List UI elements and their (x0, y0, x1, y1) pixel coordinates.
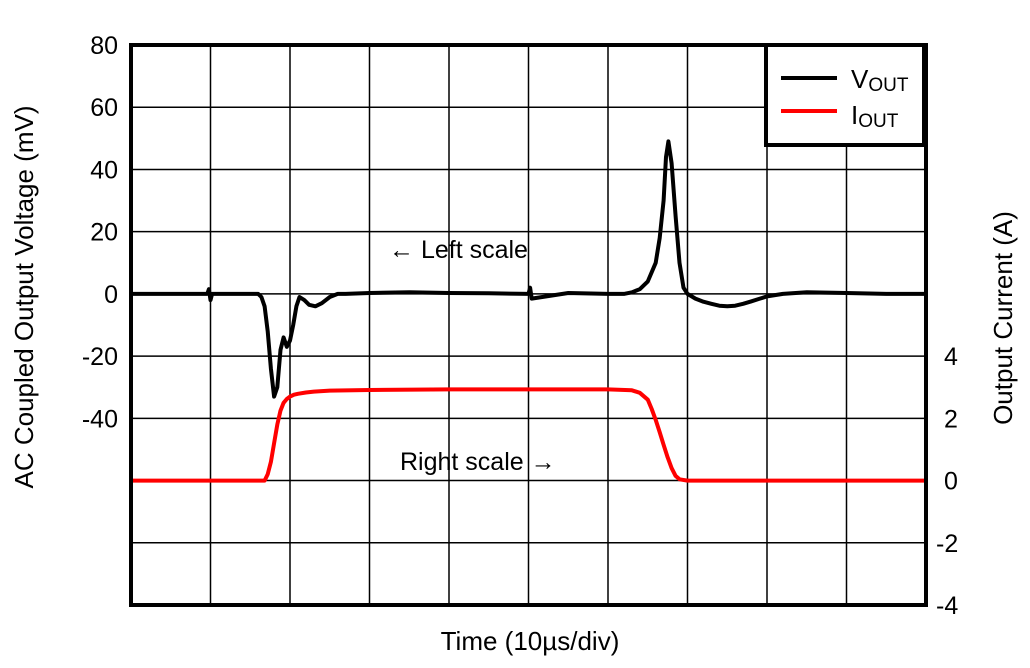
y-axis-left-title: AC Coupled Output Voltage (mV) (9, 106, 39, 489)
trace-iout (129, 387, 928, 483)
right-tick-label: 2 (944, 405, 958, 433)
right-axis-tick-labels: 4 2 0 -2 -4 (936, 343, 958, 620)
trace-vout (129, 139, 928, 399)
legend-box (764, 43, 926, 147)
left-tick-label: 80 (90, 32, 118, 60)
legend-label-vout: VOUT (851, 64, 909, 96)
left-tick-label: 20 (90, 219, 118, 247)
right-tick-label: -2 (936, 530, 958, 558)
data-traces (129, 139, 928, 483)
right-tick-label: -4 (936, 592, 958, 620)
right-tick-label: 4 (944, 343, 958, 371)
annotation-right-scale: Right scale → (400, 448, 556, 476)
left-tick-label: 40 (90, 156, 118, 184)
legend-label-iout: IOUT (851, 100, 899, 132)
legend: VOUT IOUT (764, 43, 926, 147)
y-axis-right-title: Output Current (A) (988, 211, 1018, 425)
left-tick-label: 0 (104, 281, 118, 309)
plot-border (129, 43, 928, 607)
left-tick-label: -20 (82, 343, 118, 371)
annotation-left-scale: ← Left scale (389, 236, 528, 264)
right-tick-label: 0 (944, 468, 958, 496)
x-axis-title: Time (10µs/div) (441, 626, 620, 656)
left-tick-label: -40 (82, 405, 118, 433)
left-axis-tick-labels: 80 60 40 20 0 -20 -40 (82, 32, 118, 433)
left-tick-label: 60 (90, 94, 118, 122)
